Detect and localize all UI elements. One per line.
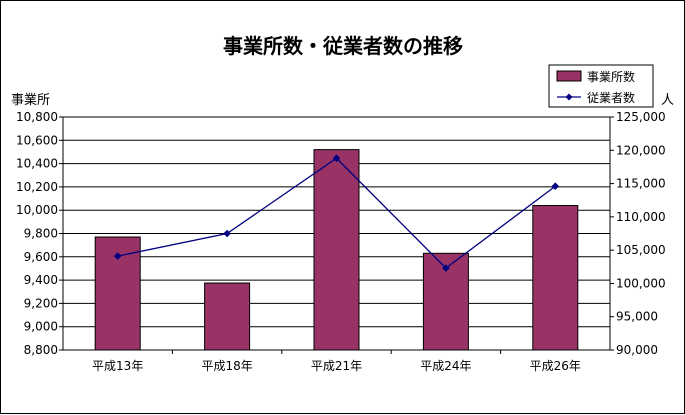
x-tick-label: 平成18年 xyxy=(201,359,252,373)
y-tick-label-left: 9,600 xyxy=(24,250,58,264)
chart-title: 事業所数・従業者数の推移 xyxy=(223,34,463,58)
y-tick-label-right: 90,000 xyxy=(616,343,658,357)
y-tick-label-left: 10,800 xyxy=(16,110,58,124)
y-tick-label-right: 100,000 xyxy=(616,276,666,290)
y-tick-label-left: 9,000 xyxy=(24,320,58,334)
y-tick-label-left: 10,000 xyxy=(16,203,58,217)
line-point xyxy=(223,229,231,238)
line-point xyxy=(332,154,341,163)
y-tick-label-left: 10,200 xyxy=(16,180,58,194)
legend-label-establishments: 事業所数 xyxy=(587,69,635,84)
legend-diamond-marker xyxy=(565,93,573,101)
y-axis-unit-left: 事業所 xyxy=(11,92,50,108)
legend: 事業所数 従業者数 xyxy=(548,64,654,108)
legend-label-employees: 従業者数 xyxy=(587,90,635,105)
y-tick-label-left: 9,200 xyxy=(24,296,58,310)
y-tick-label-right: 95,000 xyxy=(616,310,658,324)
x-tick-label: 平成26年 xyxy=(530,359,581,373)
y-tick-label-left: 9,800 xyxy=(24,227,58,241)
x-tick-label: 平成21年 xyxy=(311,359,362,373)
line-point xyxy=(113,252,122,260)
x-tick-label: 平成13年 xyxy=(92,359,143,373)
y-tick-label-left: 10,400 xyxy=(16,157,58,171)
y-tick-label-left: 9,400 xyxy=(24,273,58,287)
y-tick-label-right: 120,000 xyxy=(616,143,666,157)
y-tick-label-left: 8,800 xyxy=(24,343,58,357)
bar-series xyxy=(94,149,579,351)
y-tick-label-right: 110,000 xyxy=(616,210,666,224)
line-point xyxy=(442,264,450,272)
bar xyxy=(313,149,360,351)
y-axis-right-ticks: 90,000 95,000 100,000 105,000 110,000 115,000… xyxy=(610,110,666,357)
y-axis-left-ticks: 8,800 9,000 9,200 9,400 9,600 9,800 10,000 10,2… xyxy=(16,110,63,357)
y-axis-unit-right: 人 xyxy=(661,93,674,108)
x-tick-label: 平成24年 xyxy=(420,359,471,373)
x-axis-ticks: 平成13年 平成18年 平成21年 平成24年 平成26年 xyxy=(92,350,581,373)
y-tick-label-right: 125,000 xyxy=(616,110,666,124)
legend-bar-swatch xyxy=(556,70,582,82)
y-tick-label-right: 115,000 xyxy=(616,177,666,191)
bar xyxy=(532,205,579,351)
line-point xyxy=(551,182,560,191)
y-tick-label-right: 105,000 xyxy=(616,243,666,257)
y-tick-label-left: 10,600 xyxy=(16,133,58,147)
line-series xyxy=(113,154,560,272)
bar xyxy=(204,282,251,351)
